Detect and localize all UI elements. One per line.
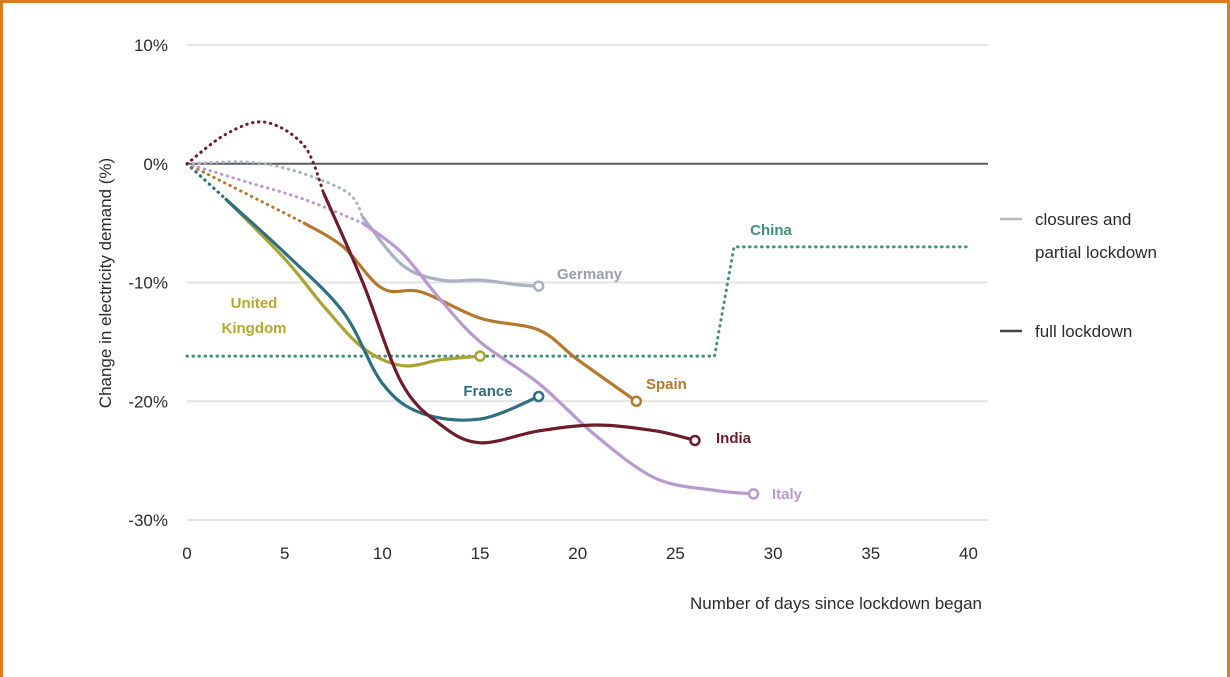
series-germany-end-marker [532,280,545,292]
series-italy-line [361,221,756,496]
series-label-france: France [463,383,512,400]
x-tick-label: 25 [666,544,685,563]
series-label-italy: Italy [772,486,803,503]
x-tick-label: 35 [861,544,880,563]
series-india-dotted-line [185,120,326,195]
series-label-germany: Germany [557,266,623,283]
y-tick-label: -10% [128,274,168,293]
series-labels: Germany United Kingdom China France Spain Indi… [222,222,803,503]
series-france [185,162,545,422]
series-france-end-marker [532,390,545,403]
x-tick-label: 20 [568,544,587,563]
x-tick-label: 15 [471,544,490,563]
series-spain-end-marker [630,395,643,407]
y-tick-label: 10% [134,36,168,55]
series-china-dotted-line [185,245,970,358]
series-label-united-kingdom: United [231,295,278,312]
series-label-spain: Spain [646,376,687,393]
x-axis-ticks: 0 5 10 15 20 25 30 35 40 [182,544,978,563]
series-china [185,245,970,358]
x-axis-label: Number of days since lockdown began [690,594,982,613]
gridlines [187,44,988,521]
x-tick-label: 0 [182,544,191,563]
series-india [185,120,701,447]
series-italy [185,162,760,500]
series-united-kingdom-end-marker [474,350,486,362]
x-tick-label: 10 [373,544,392,563]
series-spain [185,162,643,407]
y-tick-label: -30% [128,511,168,530]
y-tick-label: -20% [128,392,168,411]
series-italy-end-marker [747,488,760,500]
series-lines [185,120,970,500]
series-germany-dotted-line [185,160,365,219]
legend-label: closures and [1035,210,1131,229]
series-united-kingdom-dotted-line [185,162,228,201]
legend-label: full lockdown [1035,322,1132,341]
series-label-united-kingdom: Kingdom [222,320,287,337]
series-label-china: China [750,222,792,239]
series-spain-line [302,221,638,403]
series-india-end-marker [689,434,701,447]
x-tick-label: 30 [764,544,783,563]
series-germany [185,160,545,292]
series-france-line [224,197,541,422]
y-axis-ticks: 10% 0% -10% -20% -30% [128,36,168,530]
series-france-dotted-line [185,162,228,201]
series-label-india: India [716,430,752,447]
x-tick-label: 40 [959,544,978,563]
legend: closures and partial lockdown full lockdow… [1000,210,1157,341]
x-tick-label: 5 [280,544,289,563]
series-spain-dotted-line [185,162,306,225]
legend-item-full: full lockdown [1000,322,1132,341]
legend-label: partial lockdown [1035,243,1157,262]
series-italy-dotted-line [185,162,365,225]
y-tick-label: 0% [143,155,168,174]
legend-item-closures: closures and partial lockdown [1000,210,1157,262]
series-india-line [322,191,697,445]
y-axis-label: Change in electricity demand (%) [96,158,115,408]
series-germany-line [361,215,541,288]
